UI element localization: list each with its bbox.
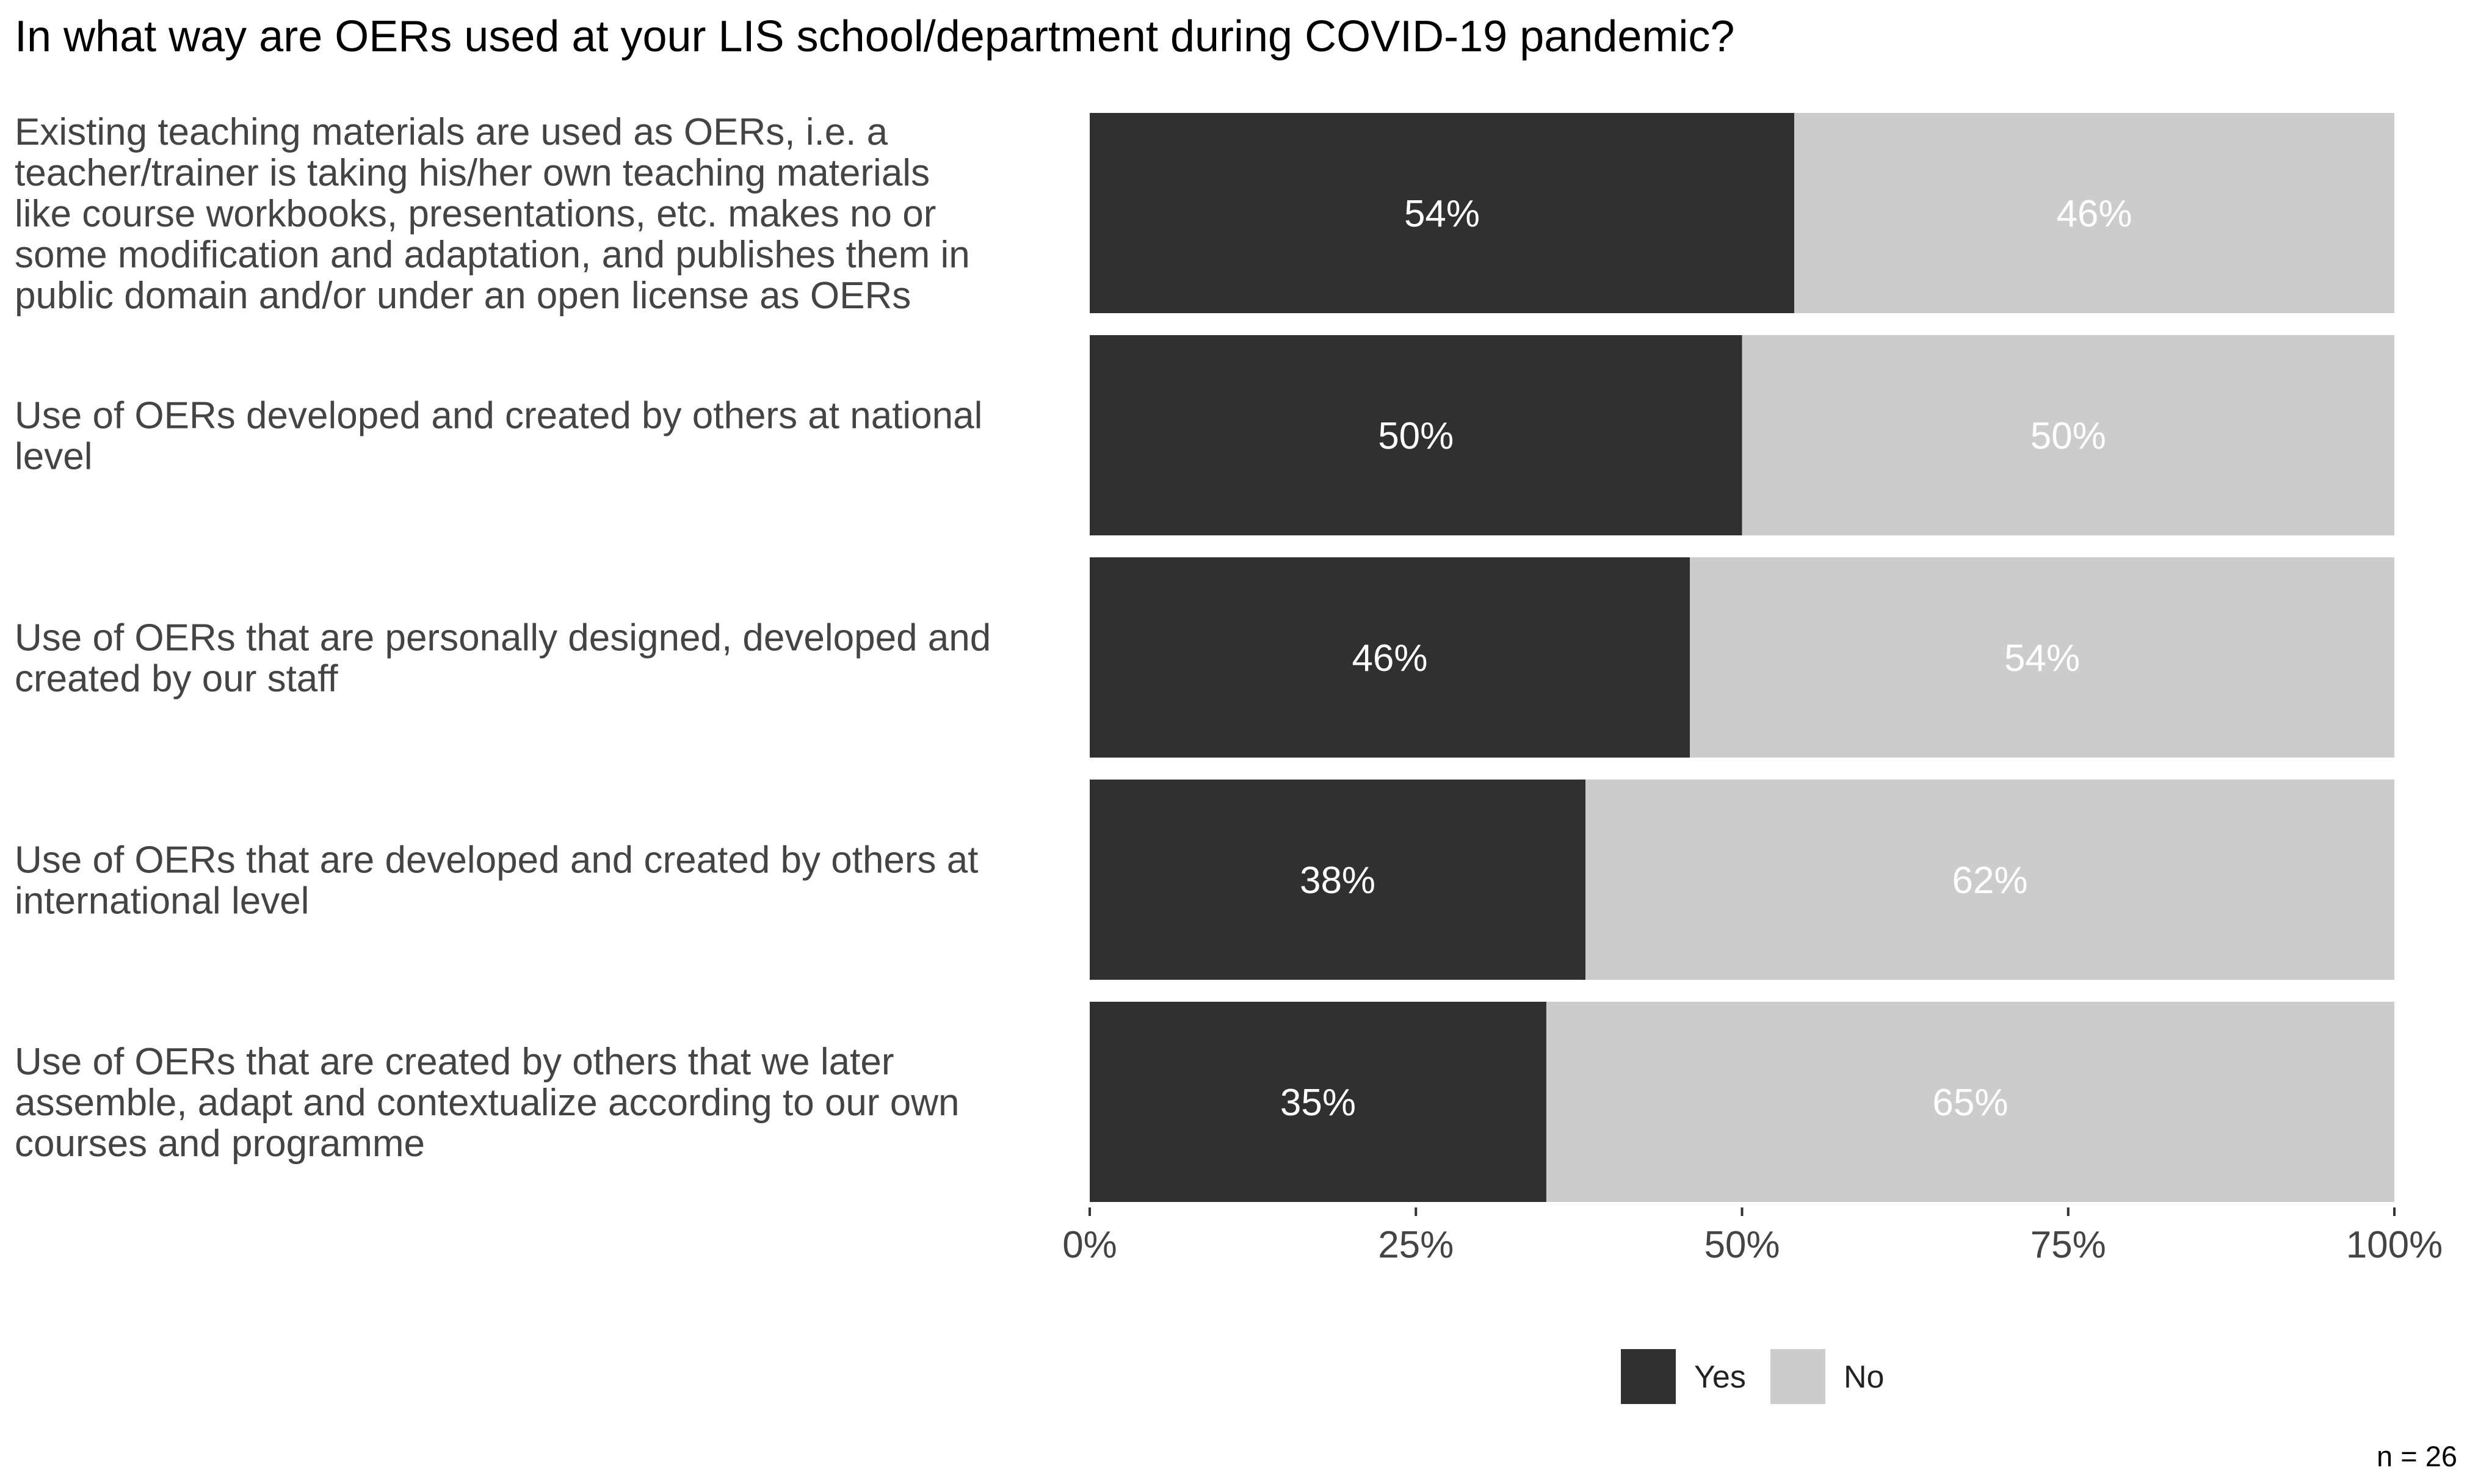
legend-key-yes — [1621, 1349, 1676, 1404]
category-label-line: some modification and adaptation, and pu… — [15, 234, 970, 276]
legend: Yes No — [1621, 1349, 1884, 1404]
category-label-line: Use of OERs that are created by others t… — [15, 1041, 894, 1083]
category-label-line: created by our staff — [15, 658, 338, 700]
category-label-line: like course workbooks, presentations, et… — [15, 193, 936, 235]
category-label-line: international level — [15, 880, 310, 922]
bar-label-yes: 46% — [1352, 637, 1427, 679]
category-labels: Existing teaching materials are used as … — [15, 111, 991, 1165]
bar-label-yes: 50% — [1378, 415, 1454, 457]
category-label-line: Use of OERs that are developed and creat… — [15, 839, 979, 881]
bars: 54% 46% 50% 50% 46% 54% 38% 62% 35% 65% — [1090, 113, 2394, 1202]
category-label: Use of OERs that are personally designed… — [15, 617, 991, 700]
bar-label-no: 54% — [2004, 637, 2080, 679]
category-label: Use of OERs that are developed and creat… — [15, 839, 979, 922]
bar-no — [1690, 557, 2394, 758]
x-tick-label: 0% — [1062, 1224, 1117, 1266]
category-label-line: Use of OERs that are personally designed… — [15, 617, 991, 659]
bar-yes — [1090, 557, 1690, 758]
bar-label-no: 65% — [1932, 1082, 2008, 1124]
bar-yes — [1090, 113, 1794, 313]
x-tick-label: 100% — [2346, 1224, 2443, 1266]
bar-no — [1585, 780, 2394, 980]
bar-yes — [1090, 335, 1742, 535]
bar-label-no: 50% — [2030, 415, 2106, 457]
x-tick-label: 50% — [1704, 1224, 1780, 1266]
category-label-line: Existing teaching materials are used as … — [15, 111, 888, 153]
category-label-line: courses and programme — [15, 1123, 425, 1165]
bar-yes — [1090, 1002, 1546, 1202]
bar-yes — [1090, 780, 1586, 980]
legend-label-no: No — [1844, 1359, 1884, 1395]
x-axis: 0% 25% 50% 75% 100% — [1062, 1207, 2443, 1266]
category-label-line: teacher/trainer is taking his/her own te… — [15, 152, 930, 194]
bar-label-no: 46% — [2056, 193, 2132, 235]
chart-title: In what way are OERs used at your LIS sc… — [15, 12, 1734, 61]
category-label-line: level — [15, 436, 93, 478]
category-label-line: Use of OERs developed and created by oth… — [15, 395, 982, 437]
bar-no — [1794, 113, 2394, 313]
legend-label-yes: Yes — [1694, 1359, 1746, 1395]
x-tick-label: 25% — [1378, 1224, 1454, 1266]
legend-key-no — [1770, 1349, 1825, 1404]
bar-no — [1546, 1002, 2394, 1202]
category-label-line: assemble, adapt and contextualize accord… — [15, 1082, 960, 1124]
bar-no — [1742, 335, 2394, 535]
bar-label-yes: 35% — [1280, 1082, 1356, 1124]
x-tick-label: 75% — [2030, 1224, 2106, 1266]
bar-label-yes: 38% — [1300, 860, 1375, 902]
category-label: Use of OERs that are created by others t… — [15, 1041, 960, 1165]
category-label: Existing teaching materials are used as … — [15, 111, 970, 317]
bar-label-no: 62% — [1952, 860, 2027, 902]
category-label: Use of OERs developed and created by oth… — [15, 395, 982, 478]
caption: n = 26 — [2377, 1440, 2457, 1472]
bar-label-yes: 54% — [1404, 193, 1480, 235]
category-label-line: public domain and/or under an open licen… — [15, 275, 911, 317]
